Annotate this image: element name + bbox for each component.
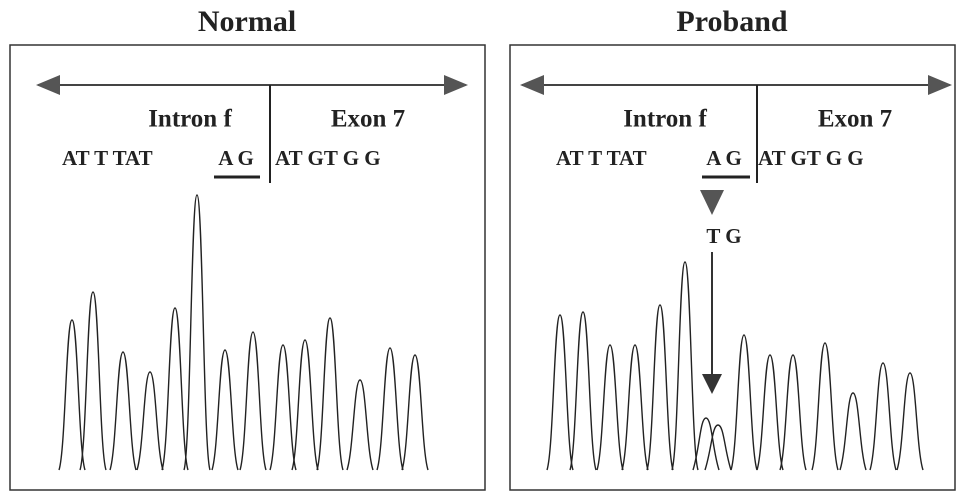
trace-peak [80, 292, 106, 470]
trace-peak [292, 340, 318, 470]
trace-peak [547, 315, 573, 470]
trace-peak [812, 343, 838, 470]
trace-peak [212, 350, 238, 470]
trace-peak [240, 332, 266, 470]
trace-peak [780, 355, 806, 470]
chromatogram [59, 195, 923, 470]
mutation-label: T G [706, 224, 741, 248]
trace-peak [705, 425, 731, 470]
trace-peak [377, 348, 403, 470]
splice-site: A G [218, 146, 254, 170]
trace-peak [647, 305, 673, 470]
figure: Normal Intron f Exon 7 AT T TAT A G AT G… [0, 0, 960, 495]
sequence: AT GT G G [275, 146, 381, 170]
trace-peak [672, 262, 698, 470]
trace-peak [137, 372, 163, 470]
intron-label: Intron f [623, 106, 707, 133]
trace-peak [184, 195, 210, 470]
trace-peak [840, 393, 866, 470]
trace-peak [347, 380, 373, 470]
trace-peak [897, 373, 923, 470]
mutation-marker [700, 190, 724, 215]
sequence: AT T TAT [556, 146, 647, 170]
trace-peak [870, 363, 896, 470]
trace-peak [317, 318, 343, 470]
panel-title: Proband [676, 5, 787, 38]
trace-peak [59, 320, 85, 470]
trace-peak [622, 345, 648, 470]
trace-peak [757, 355, 783, 470]
sequence: AT GT G G [758, 146, 864, 170]
trace-peak [162, 308, 188, 470]
trace-peak [270, 345, 296, 470]
exon-label: Exon 7 [331, 106, 405, 133]
trace-peak [570, 312, 596, 470]
intron-label: Intron f [148, 106, 232, 133]
splice-site: A G [706, 146, 742, 170]
sequence: AT T TAT [62, 146, 153, 170]
trace-peak [731, 335, 757, 470]
trace-peak [402, 355, 428, 470]
panel-title: Normal [198, 5, 296, 38]
panel-frame [10, 45, 485, 490]
trace-peak [597, 345, 623, 470]
trace-peak [110, 352, 136, 470]
exon-label: Exon 7 [818, 106, 892, 133]
